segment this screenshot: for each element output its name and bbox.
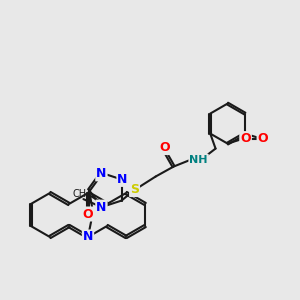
Text: N: N bbox=[117, 173, 128, 186]
Text: NH: NH bbox=[189, 154, 208, 165]
Text: O: O bbox=[83, 208, 93, 220]
Text: N: N bbox=[83, 230, 93, 244]
Text: CH₃: CH₃ bbox=[72, 189, 91, 199]
Text: S: S bbox=[130, 183, 139, 196]
Text: O: O bbox=[258, 132, 268, 145]
Text: N: N bbox=[96, 167, 106, 180]
Text: N: N bbox=[96, 201, 106, 214]
Text: O: O bbox=[240, 132, 251, 145]
Text: O: O bbox=[159, 141, 170, 154]
